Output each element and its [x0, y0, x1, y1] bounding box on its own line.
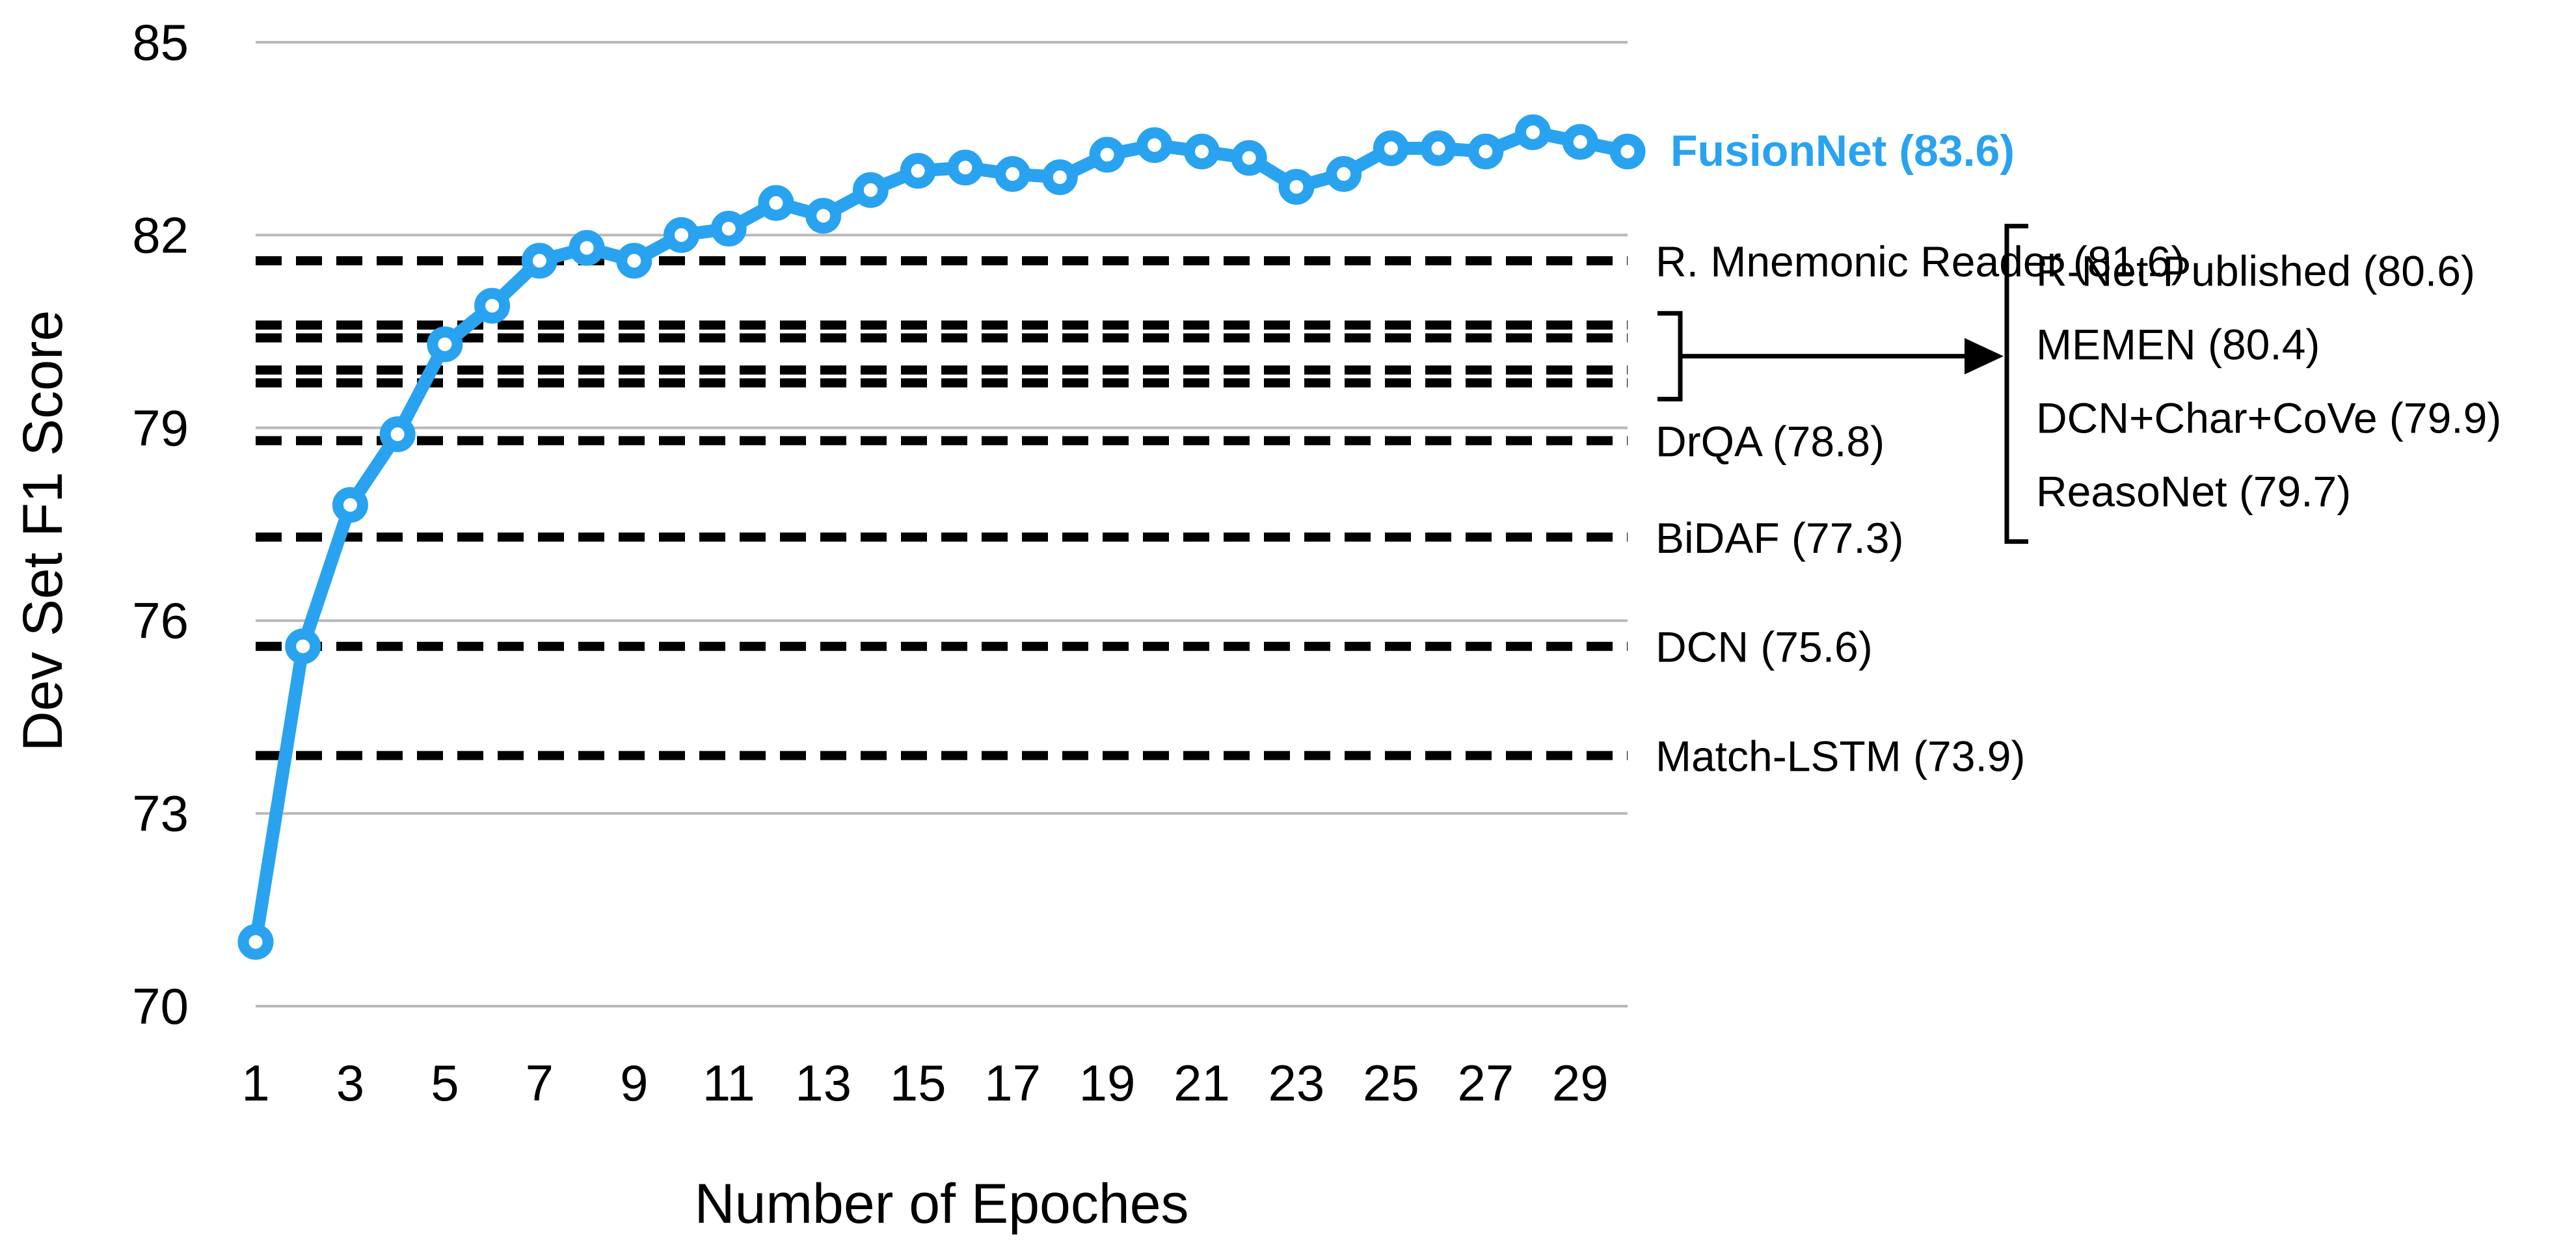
fusionnet-point — [1468, 133, 1504, 170]
group-close-bracket — [1657, 311, 1683, 402]
x-tick-label: 5 — [431, 1054, 459, 1112]
reference-label: DrQA (78.8) — [1656, 418, 1885, 466]
reference-label: BiDAF (77.3) — [1656, 514, 1903, 562]
y-axis-title: Dev Set F1 Score — [12, 310, 74, 752]
y-tick-label: 79 — [132, 399, 189, 457]
group-open-bracket — [2004, 224, 2028, 544]
fusionnet-point — [1420, 130, 1456, 167]
fusionnet-series-label: FusionNet (83.6) — [1670, 126, 2015, 176]
fusionnet-point — [710, 211, 747, 247]
fusionnet-point — [1231, 140, 1267, 176]
y-tick-label: 73 — [132, 785, 189, 842]
fusionnet-point — [1041, 159, 1078, 195]
fusionnet-point — [1515, 114, 1551, 150]
x-tick-label: 17 — [984, 1054, 1041, 1112]
group-arrow-head — [1965, 338, 2004, 375]
y-tick-label: 76 — [132, 592, 189, 649]
fusionnet-point — [285, 628, 321, 665]
fusionnet-point — [474, 287, 511, 324]
grouped-reference-label: MEMEN (80.4) — [2036, 321, 2320, 369]
fusionnet-point — [1373, 130, 1409, 167]
fusionnet-series — [237, 114, 1646, 960]
reference-label: DCN (75.6) — [1656, 623, 1873, 671]
fusionnet-point — [569, 230, 605, 266]
fusionnet-point — [616, 243, 652, 279]
fusionnet-point — [1136, 127, 1173, 163]
x-axis-title: Number of Epoches — [694, 1173, 1188, 1235]
fusionnet-point — [1562, 124, 1598, 160]
fusionnet-point — [1183, 133, 1220, 170]
grouped-reference-label: ReasoNet (79.7) — [2036, 468, 2351, 516]
y-tick-label: 82 — [132, 206, 189, 263]
fusionnet-point — [1089, 137, 1125, 173]
grouped-reference-label: R-Net-Published (80.6) — [2036, 247, 2475, 295]
fusionnet-point — [805, 198, 842, 234]
fusionnet-point — [758, 185, 794, 221]
x-tick-label: 11 — [703, 1054, 755, 1112]
fusionnet-point — [332, 487, 368, 523]
fusionnet-point — [1326, 156, 1362, 193]
x-tick-label: 29 — [1552, 1054, 1609, 1112]
x-tick-label: 21 — [1174, 1054, 1230, 1112]
fusionnet-point — [995, 156, 1031, 193]
fusionnet-point — [900, 153, 936, 189]
y-tick-label: 70 — [132, 978, 189, 1035]
x-tick-label: 1 — [241, 1054, 269, 1112]
x-tick-label: 27 — [1457, 1054, 1514, 1112]
fusionnet-point — [664, 217, 700, 253]
fusionnet-point — [379, 416, 416, 453]
fusionnet-point — [1609, 133, 1646, 170]
fusionnet-point — [427, 326, 463, 362]
y-tick-label: 85 — [132, 14, 189, 71]
gridlines — [256, 41, 1628, 1007]
reference-lines — [256, 256, 1628, 760]
x-tick-label: 3 — [336, 1054, 364, 1112]
fusionnet-point — [947, 150, 984, 186]
x-tick-label: 25 — [1363, 1054, 1419, 1112]
reference-label: R. Mnemonic Reader (81.6) — [1656, 237, 2185, 286]
group-bracket — [1657, 224, 2028, 544]
x-tick-label: 19 — [1079, 1054, 1136, 1112]
x-tick-label: 15 — [890, 1054, 946, 1112]
reference-label: Match-LSTM (73.9) — [1656, 732, 2025, 781]
fusionnet-point — [237, 924, 274, 960]
fusionnet-point — [521, 243, 557, 279]
reference-labels: R. Mnemonic Reader (81.6) DrQA (78.8) BiDA… — [1656, 126, 2501, 781]
fusionnet-point — [852, 172, 889, 208]
x-tick-label: 23 — [1268, 1054, 1325, 1112]
x-tick-label: 13 — [795, 1054, 852, 1112]
grouped-reference-label: DCN+Char+CoVe (79.9) — [2036, 394, 2501, 442]
fusionnet-point — [1278, 168, 1315, 205]
x-tick-label: 7 — [526, 1054, 554, 1112]
x-tick-label: 9 — [620, 1054, 648, 1112]
